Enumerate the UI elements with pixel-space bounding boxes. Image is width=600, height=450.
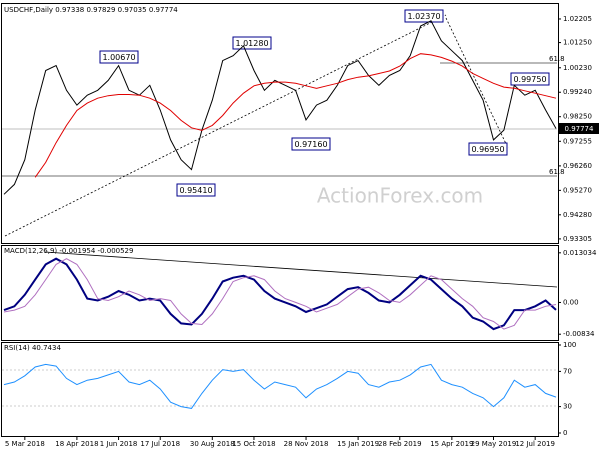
label-box	[176, 183, 216, 197]
price-panel	[1, 3, 559, 244]
fib-label: 61.8	[549, 55, 565, 63]
y-tick-label: 100	[563, 341, 576, 349]
y-tick-label: 0.00	[563, 298, 579, 306]
y-tick-label: 0.96260	[563, 162, 592, 170]
label-box	[291, 137, 331, 151]
watermark: ActionForex.com	[317, 184, 483, 208]
x-tick-label: 15 Jan 2019	[337, 440, 379, 448]
x-tick-label: 5 Mar 2018	[5, 440, 45, 448]
rsi-panel	[1, 342, 559, 437]
label-box	[468, 142, 508, 156]
price-label: 0.97160	[294, 140, 327, 149]
x-tick-label: 30 Aug 2018	[190, 440, 235, 448]
current-price-box	[559, 123, 599, 134]
y-tick-label: 0	[563, 429, 567, 437]
y-tick-label: 0.99240	[563, 88, 592, 96]
label-box	[510, 72, 550, 86]
price-label: 0.99750	[513, 75, 546, 84]
price-label: 1.00670	[102, 53, 135, 62]
series-line	[3, 20, 557, 195]
series-line	[3, 363, 557, 409]
price-label: 0.96950	[471, 145, 504, 154]
current-price: 0.97774	[565, 125, 594, 133]
macd-panel	[1, 245, 559, 341]
label-box	[404, 9, 444, 23]
x-tick-label: 17 Jul 2018	[140, 440, 180, 448]
label-box	[99, 50, 139, 64]
price-label: 0.95410	[179, 186, 212, 195]
y-tick-label: 1.02205	[563, 15, 592, 23]
x-tick-label: 12 Jul 2019	[515, 440, 555, 448]
y-tick-label: 0.95270	[563, 186, 592, 194]
x-tick-label: 29 May 2019	[471, 440, 517, 448]
y-tick-label: 0.94280	[563, 211, 592, 219]
x-tick-label: 18 Apr 2018	[55, 440, 98, 448]
y-tick-label: -0.00834	[563, 330, 595, 338]
macd-trend-line	[44, 251, 558, 288]
series-line	[3, 258, 557, 330]
series-line	[34, 53, 557, 178]
trend-line	[445, 17, 509, 149]
x-tick-label: 28 Feb 2019	[378, 440, 422, 448]
y-tick-label: 30	[563, 403, 572, 411]
price-label: 1.01280	[235, 39, 268, 48]
rsi-title: RSI(14) 40.7434	[4, 344, 61, 352]
y-tick-label: 1.00230	[563, 64, 592, 72]
y-tick-label: 0.93305	[563, 235, 592, 243]
label-box	[232, 36, 272, 50]
macd-title: MACD(12,26,9) -0.001954 -0.000529	[4, 247, 133, 255]
x-tick-label: 15 Apr 2019	[430, 440, 473, 448]
chart-title: USDCHF,Daily 0.97338 0.97829 0.97035 0.9…	[4, 6, 178, 14]
x-tick-label: 15 Oct 2018	[232, 440, 275, 448]
price-label: 1.02370	[407, 12, 440, 21]
y-tick-label: 0.97255	[563, 137, 592, 145]
series-line	[3, 257, 557, 331]
x-tick-label: 1 Jun 2018	[100, 440, 138, 448]
y-tick-label: 1.01250	[563, 39, 592, 47]
fib-label: 61.8	[549, 168, 565, 176]
y-tick-label: 0.98250	[563, 113, 592, 121]
y-tick-label: 0.013034	[563, 249, 597, 257]
x-tick-label: 28 Nov 2018	[284, 440, 329, 448]
annotations: 1.00670 1.01280 0.95410 0.97160 1.02370 …	[99, 9, 599, 197]
y-tick-label: 70	[563, 367, 572, 375]
